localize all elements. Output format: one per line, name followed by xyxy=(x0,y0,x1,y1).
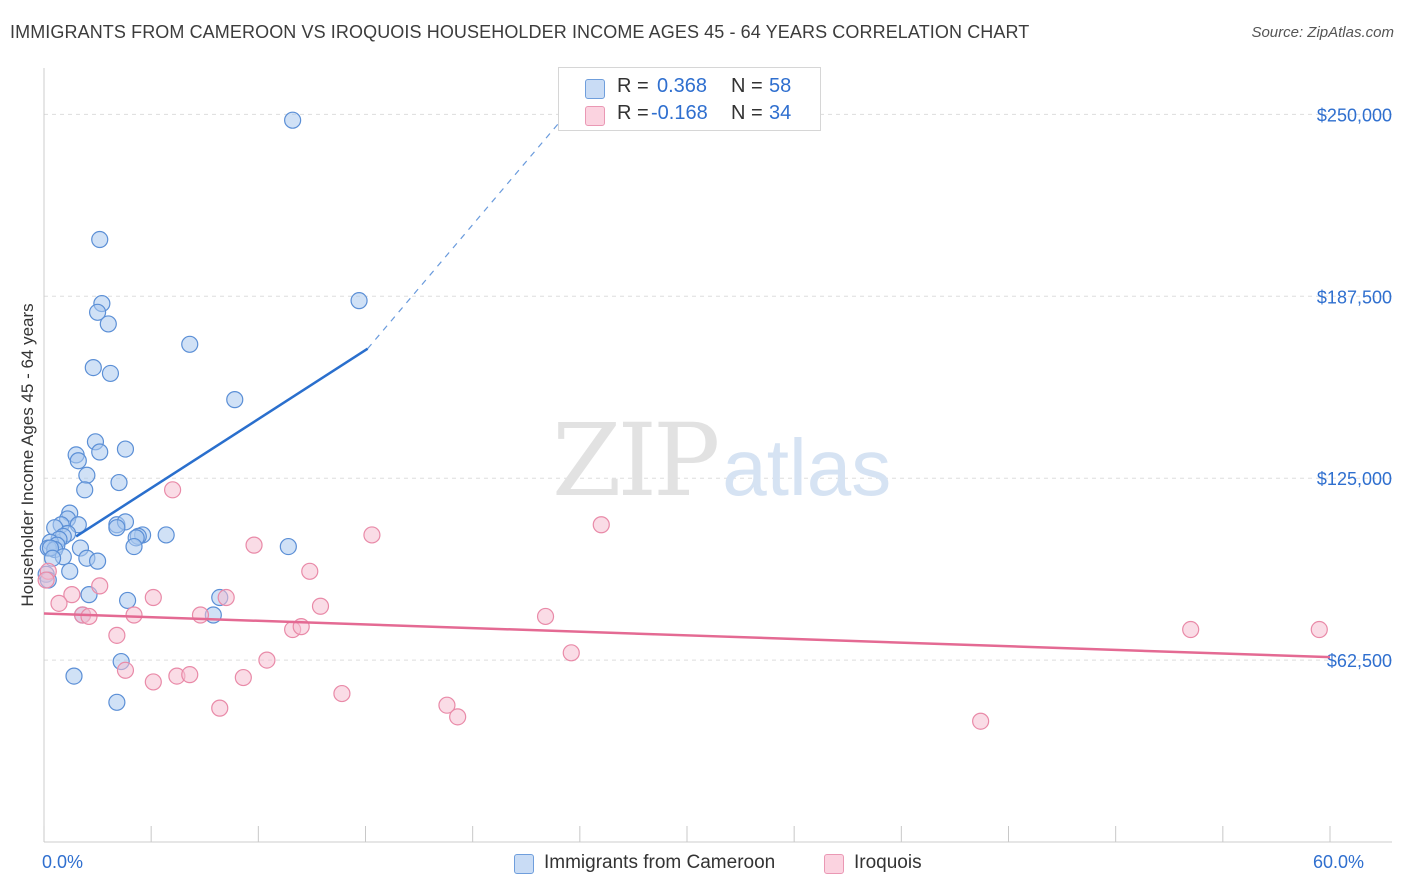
legend-n-value: 34 xyxy=(769,102,792,124)
cameroon-point xyxy=(226,391,244,409)
cameroon-point xyxy=(284,111,302,129)
legend-r-value: -0.168 xyxy=(651,102,708,124)
iroquois-point xyxy=(536,607,555,626)
iroquois-point xyxy=(333,684,351,703)
chart-title: IMMIGRANTS FROM CAMEROON VS IROQUOIS HOU… xyxy=(10,22,1030,42)
cameroon-point xyxy=(125,537,143,556)
cameroon-point xyxy=(88,552,107,570)
legend-swatch-pink xyxy=(585,106,605,126)
legend-n-label: N = xyxy=(731,75,763,97)
y-tick-label: $250,000 xyxy=(1317,105,1392,125)
legend-n-value: 58 xyxy=(769,75,792,97)
iroquois-point xyxy=(191,606,210,624)
legend-n-label: N = xyxy=(731,102,763,124)
y-axis-label: Householder Income Ages 45 - 64 years xyxy=(18,303,37,607)
bottom-legend-swatch-pink xyxy=(824,854,844,874)
iroquois-point xyxy=(181,666,199,684)
cameroon-point xyxy=(91,443,109,461)
iroquois-point xyxy=(37,571,55,589)
cameroon-point xyxy=(65,667,83,685)
iroquois-point xyxy=(164,481,182,499)
iroquois-point xyxy=(211,699,229,717)
iroquois-point xyxy=(91,577,109,595)
iroquois-point xyxy=(63,586,81,604)
legend-r-label: R = xyxy=(617,75,649,97)
cameroon-point xyxy=(78,466,96,484)
iroquois-point xyxy=(50,594,68,612)
cameroon-point xyxy=(110,473,128,492)
cameroon-point xyxy=(91,230,109,249)
cameroon-trend-line xyxy=(75,347,369,538)
iroquois-point xyxy=(234,668,252,687)
iroquois-point xyxy=(438,696,456,714)
cameroon-point xyxy=(108,519,126,537)
iroquois-point xyxy=(972,712,990,730)
cameroon-point xyxy=(101,364,120,383)
cameroon-point xyxy=(116,440,135,458)
cameroon-point xyxy=(350,292,368,310)
iroquois-point xyxy=(125,606,143,624)
legend-r-value: 0.368 xyxy=(657,75,708,97)
cameroon-point xyxy=(69,452,87,470)
y-tick-label: $62,500 xyxy=(1327,651,1392,671)
bottom-legend-label: Immigrants from Cameroon xyxy=(544,852,776,873)
bottom-legend-swatch-blue xyxy=(514,854,534,874)
x-tick-max: 60.0% xyxy=(1312,852,1364,872)
iroquois-point xyxy=(592,516,610,534)
cameroon-point xyxy=(76,481,94,499)
cameroon-point xyxy=(84,358,102,377)
iroquois-point xyxy=(301,562,319,580)
cameroon-point xyxy=(118,591,137,610)
bottom-legend-label: Iroquois xyxy=(854,852,922,873)
iroquois-point xyxy=(449,708,467,726)
iroquois-point xyxy=(1182,620,1200,639)
iroquois-point xyxy=(1310,620,1328,639)
iroquois-point xyxy=(363,526,381,544)
iroquois-trend-line xyxy=(43,612,1331,659)
iroquois-point xyxy=(144,673,162,691)
cameroon-point xyxy=(61,562,79,580)
y-tick-label: $125,000 xyxy=(1317,469,1392,489)
iroquois-point xyxy=(108,626,126,644)
iroquois-point xyxy=(116,661,135,679)
cameroon-point xyxy=(88,303,107,321)
cameroon-point xyxy=(181,335,199,353)
y-tick-label: $187,500 xyxy=(1317,287,1392,307)
correlation-legend: R = 0.368 N = 58 R = -0.168 N = 34 xyxy=(558,67,821,131)
cameroon-point xyxy=(108,693,126,711)
iroquois-point xyxy=(245,536,263,554)
legend-r-label: R = xyxy=(617,102,649,124)
cameroon-point xyxy=(279,537,297,556)
iroquois-point xyxy=(311,597,330,615)
iroquois-point xyxy=(217,588,235,607)
legend-swatch-blue xyxy=(585,79,605,99)
cameroon-point xyxy=(99,315,117,333)
source-credit: Source: ZipAtlas.com xyxy=(1251,24,1394,41)
x-tick-min: 0.0% xyxy=(42,852,84,872)
iroquois-point xyxy=(562,644,580,662)
iroquois-point xyxy=(144,588,162,607)
iroquois-point xyxy=(258,651,276,669)
cameroon-point xyxy=(157,526,175,544)
